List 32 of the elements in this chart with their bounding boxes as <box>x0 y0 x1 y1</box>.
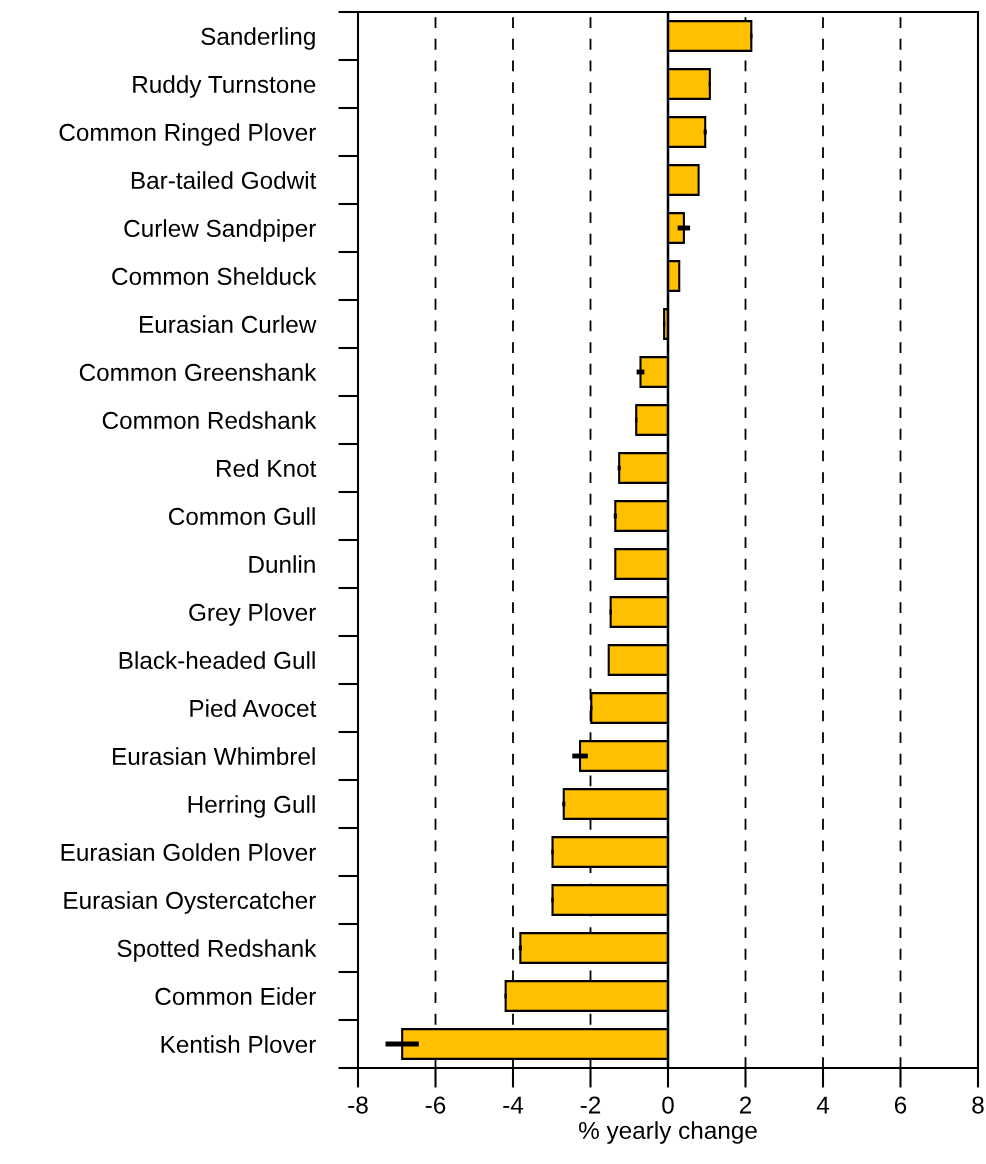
x-tick-label: 2 <box>739 1096 752 1114</box>
x-tick-label: -6 <box>425 1096 446 1114</box>
y-tick-label: Herring Gull <box>188 795 315 818</box>
x-tick-label: 0 <box>662 1096 674 1114</box>
y-tick-label: Ruddy Turnstone <box>133 75 316 98</box>
y-tick-label: Eurasian Oystercatcher <box>64 891 316 914</box>
y-tick-label: Kentish Plover <box>161 1035 316 1054</box>
y-tick-label: Spotted Redshank <box>117 939 317 962</box>
y-tick-label: Common Shelduck <box>112 267 317 286</box>
x-tick-label: 4 <box>816 1096 830 1114</box>
y-tick-label: Common Gull <box>169 507 315 526</box>
x-axis-title: % yearly change <box>579 1121 757 1144</box>
y-tick-label: Eurasian Golden Plover <box>61 843 316 862</box>
y-tick-label: Pied Avocet <box>190 699 317 718</box>
y-tick-label: Eurasian Whimbrel <box>113 747 315 766</box>
y-tick-label: Common Eider <box>155 987 316 1006</box>
x-tick-label: -2 <box>580 1096 601 1114</box>
y-tick-label: Dunlin <box>249 555 315 574</box>
y-tick-label: Black-headed Gull <box>119 651 315 670</box>
y-tick-label: Eurasian Curlew <box>140 315 317 334</box>
x-tick-label: -4 <box>503 1096 524 1114</box>
y-tick-label: Bar-tailed Godwit <box>131 171 317 190</box>
y-tick-label: Curlew Sandpiper <box>124 219 316 242</box>
x-tick-label: -8 <box>348 1096 368 1114</box>
y-tick-label: Common Greenshank <box>79 363 317 382</box>
y-tick-label: Common Redshank <box>102 411 317 430</box>
x-tick-label: 6 <box>894 1096 907 1114</box>
y-tick-label: Common Ringed Plover <box>59 123 316 146</box>
y-tick-label: Red Knot <box>216 459 317 478</box>
y-tick-label: Sanderling <box>201 27 315 50</box>
y-tick-label: Grey Plover <box>189 603 316 626</box>
x-tick-label: 8 <box>972 1096 984 1114</box>
